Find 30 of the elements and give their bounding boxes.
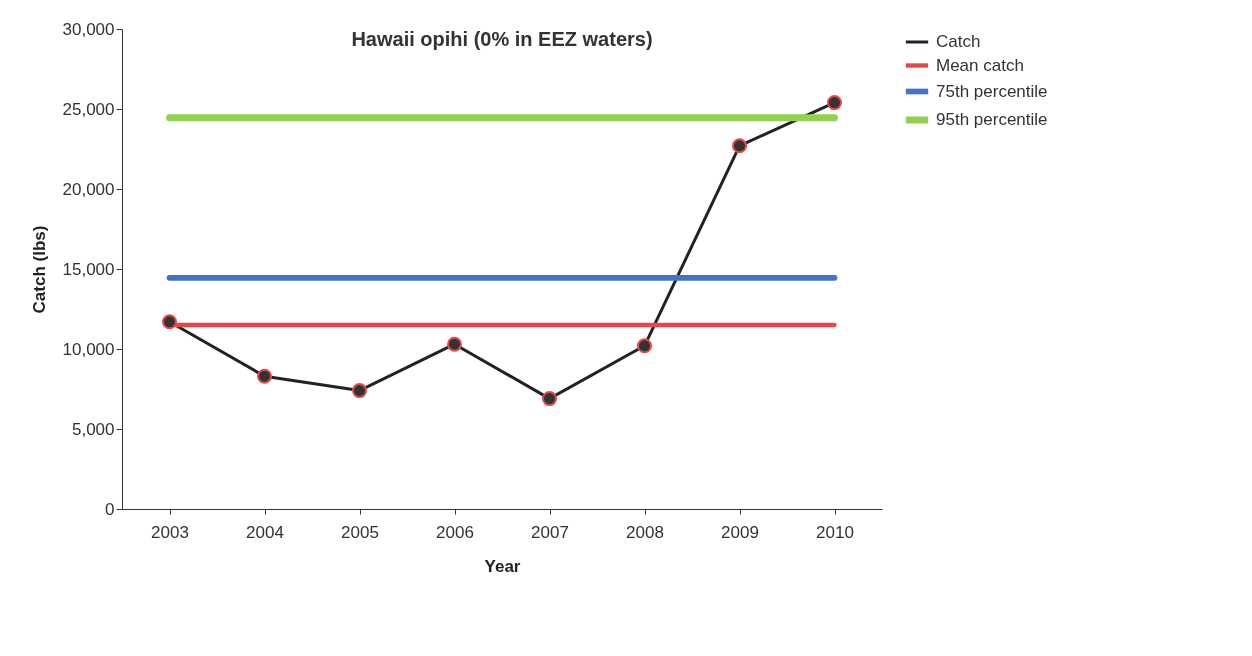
y-tick-label: 30,000 [62,19,115,39]
point [636,338,653,354]
x-axis-title: Year [484,556,521,576]
y-tick-label: 0 [105,499,115,519]
legend-label: Mean catch [936,55,1024,75]
x-tick-label: 2007 [531,522,569,542]
y-tick-label: 25,000 [62,99,115,119]
y-tick-label: 20,000 [62,179,115,199]
chart-title: Hawaii opihi (0% in EEZ waters) [351,28,653,50]
y-tick-label: 5,000 [71,419,115,439]
point [731,138,748,154]
x-tick-label: 2005 [341,522,379,542]
point [351,383,368,399]
point [446,336,463,352]
x-tick-label: 2009 [721,522,759,542]
y-tick-label: 15,000 [62,259,115,279]
point [826,95,843,111]
legend-label: 95th percentile [936,110,1048,129]
legend-label: 75th percentile [936,81,1048,101]
y-tick-label: 10,000 [62,339,115,359]
x-tick-label: 2008 [626,522,664,542]
x-tick-label: 2003 [151,522,189,542]
legend-label: Catch [936,32,981,51]
y-axis-title: Catch (lbs) [29,225,49,314]
point [541,391,558,407]
x-tick-label: 2006 [436,522,474,542]
x-tick-label: 2004 [246,522,284,542]
x-tick-label: 2010 [816,522,854,542]
point [161,314,178,330]
point [256,368,273,384]
